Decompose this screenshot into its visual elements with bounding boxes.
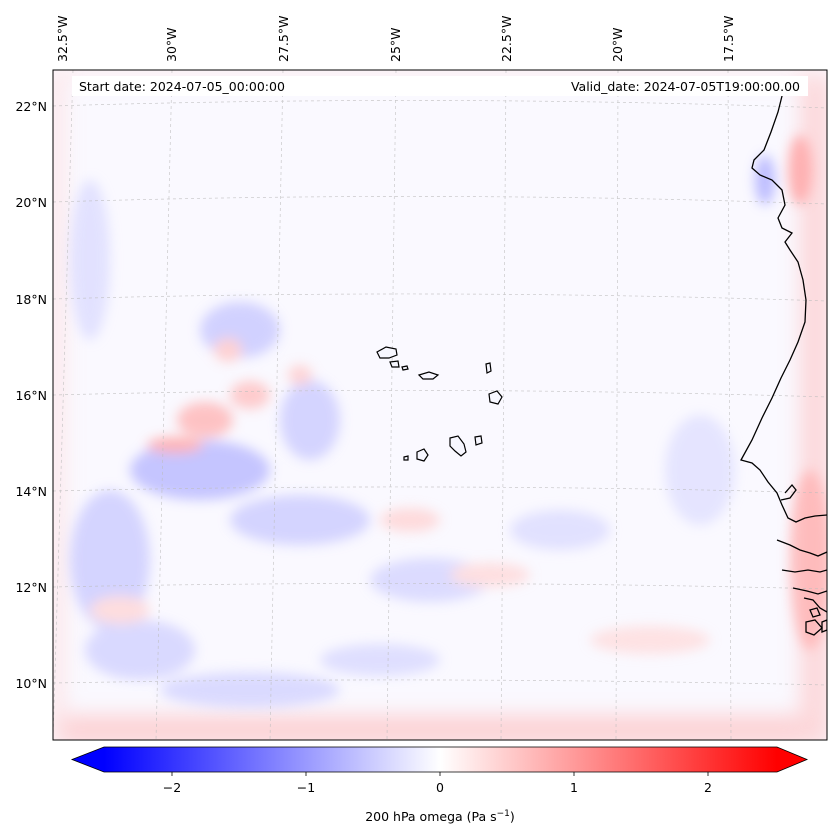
lon-label-17-5w: 17.5°W (721, 16, 736, 62)
start-date-label: Start date: 2024-07-05_00:00:00 (79, 79, 285, 94)
island-santo-antao (376, 346, 398, 359)
lat-label-18n: 18°N (15, 292, 47, 307)
longitude-labels: 32.5°W 30°W 27.5°W 25°W 22.5°W 20°W 17.5… (55, 16, 736, 62)
colorbar-label-close: ) (510, 809, 515, 824)
lon-label-30w: 30°W (164, 27, 179, 62)
lat-label-10n: 10°N (15, 676, 47, 691)
lat-label-14n: 14°N (15, 484, 47, 499)
omega-field (70, 135, 827, 708)
lon-label-22-5w: 22.5°W (499, 16, 514, 62)
latitude-labels: 22°N 20°N 18°N 16°N 14°N 12°N 10°N (15, 99, 47, 691)
island-boa-vista (488, 390, 503, 405)
colorbar: −2 −1 0 1 2 200 hPa omega (Pa s−1) (70, 746, 809, 824)
lon-label-32-5w: 32.5°W (55, 16, 70, 62)
map-frame (52, 69, 828, 741)
lat-label-20n: 20°N (15, 195, 47, 210)
date-banner-bg (72, 76, 808, 96)
island-sal (485, 362, 492, 374)
map-panel (53, 70, 827, 740)
cape-verde-islands (376, 346, 503, 462)
island-maio (474, 435, 483, 446)
lon-label-20w: 20°W (610, 27, 625, 62)
colorbar-label: 200 hPa omega (Pa s−1) (365, 809, 515, 824)
colorbar-tick-2: 2 (704, 780, 712, 795)
colorbar-tick-neg2: −2 (163, 780, 181, 795)
colorbar-min-extension (72, 747, 104, 772)
island-sao-vicente (389, 360, 400, 368)
colorbar-tick-0: 0 (436, 780, 444, 795)
colorbar-outline (70, 746, 809, 773)
lat-label-22n: 22°N (15, 99, 47, 114)
lat-label-16n: 16°N (15, 388, 47, 403)
colorbar-tick-neg1: −1 (297, 780, 315, 795)
colorbar-tick-1: 1 (570, 780, 578, 795)
island-santa-luzia (401, 365, 409, 371)
island-santiago (449, 435, 467, 457)
colorbar-label-exponent: −1 (497, 809, 510, 819)
lat-label-12n: 12°N (15, 580, 47, 595)
colorbar-label-main: 200 hPa omega (Pa s (365, 809, 496, 824)
island-fogo (416, 448, 429, 462)
lon-label-25w: 25°W (388, 27, 403, 62)
lon-label-27-5w: 27.5°W (276, 16, 291, 62)
island-sao-nicolau (417, 371, 440, 380)
island-brava (403, 455, 409, 461)
graticule (53, 70, 827, 740)
colorbar-max-extension (777, 747, 807, 772)
valid-date-label: Valid_date: 2024-07-05T19:00:00.00 (571, 79, 800, 94)
colorbar-gradient (104, 747, 777, 772)
african-coastline (740, 91, 827, 636)
